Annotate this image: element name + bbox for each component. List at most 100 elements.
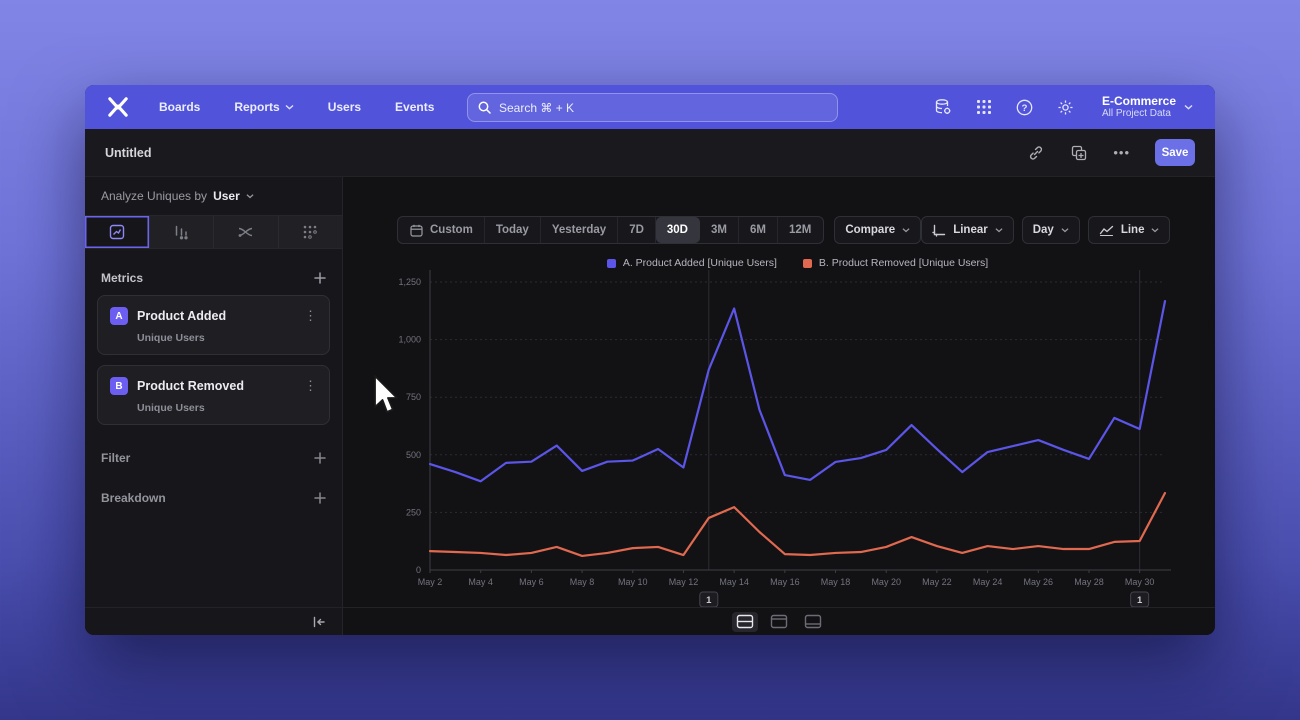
- top-panel-icon: [770, 614, 788, 629]
- chevron-down-icon: [995, 228, 1003, 233]
- compare-dropdown[interactable]: Compare: [834, 216, 922, 244]
- chart-panel: Custom Today Yesterday 7D 30D 3M 6M 12M …: [343, 177, 1215, 635]
- range-12m[interactable]: 12M: [778, 217, 822, 243]
- svg-text:1,250: 1,250: [398, 277, 421, 287]
- scale-dropdown[interactable]: Linear: [921, 216, 1014, 244]
- svg-text:May 2: May 2: [418, 577, 443, 587]
- search-input[interactable]: Search ⌘ + K: [467, 93, 838, 122]
- tab-funnels[interactable]: [150, 216, 214, 248]
- copy-link-icon[interactable]: [1027, 144, 1045, 162]
- metric-measure[interactable]: Unique Users: [137, 332, 205, 344]
- top-nav: Boards Reports Users Events Search ⌘ + K: [85, 85, 1215, 129]
- nav-item-boards[interactable]: Boards: [159, 100, 200, 114]
- range-6m[interactable]: 6M: [739, 217, 778, 243]
- range-3m[interactable]: 3M: [700, 217, 739, 243]
- layout-table-only-toggle[interactable]: [800, 612, 826, 632]
- svg-text:May 8: May 8: [570, 577, 595, 587]
- chevron-down-icon: [285, 104, 294, 110]
- nav-item-label: Users: [327, 100, 362, 114]
- more-menu-button[interactable]: •••: [1113, 145, 1130, 160]
- analyze-uniques-selector[interactable]: Analyze Uniques by User: [85, 177, 342, 215]
- range-custom[interactable]: Custom: [399, 217, 485, 243]
- add-breakdown-icon[interactable]: [314, 492, 326, 504]
- nav-item-users[interactable]: Users: [328, 100, 361, 114]
- settings-gear-icon[interactable]: [1057, 98, 1075, 116]
- layout-chart-only-toggle[interactable]: [766, 612, 792, 632]
- mixpanel-logo[interactable]: [107, 97, 129, 117]
- add-metric-icon[interactable]: [314, 272, 326, 284]
- tab-flows[interactable]: [214, 216, 279, 248]
- filter-section: Filter: [101, 451, 326, 465]
- legend-item-series-b[interactable]: B. Product Removed [Unique Users]: [802, 257, 989, 269]
- query-sidebar: Analyze Uniques by User: [85, 177, 343, 635]
- nav-item-label: Events: [395, 100, 435, 114]
- svg-text:May 26: May 26: [1024, 577, 1054, 587]
- report-title[interactable]: Untitled: [105, 145, 152, 160]
- search-icon: [478, 101, 491, 114]
- bottom-panel-icon: [804, 614, 822, 629]
- duplicate-icon[interactable]: [1070, 144, 1088, 162]
- compare-label: Compare: [845, 224, 896, 236]
- nav-item-events[interactable]: Events: [395, 100, 434, 114]
- collapse-sidebar-icon[interactable]: [312, 616, 326, 628]
- range-yesterday[interactable]: Yesterday: [541, 217, 619, 243]
- analyze-value[interactable]: User: [213, 189, 240, 203]
- range-today[interactable]: Today: [485, 217, 541, 243]
- flow-icon: [238, 227, 253, 237]
- svg-text:May 14: May 14: [719, 577, 749, 587]
- legend-label: B. Product Removed [Unique Users]: [818, 257, 989, 269]
- svg-text:May 6: May 6: [519, 577, 544, 587]
- range-7d[interactable]: 7D: [618, 217, 656, 243]
- metric-name: Product Added: [137, 309, 227, 323]
- help-icon[interactable]: ?: [1016, 98, 1034, 116]
- interval-label: Day: [1032, 224, 1054, 236]
- mouse-cursor: [374, 375, 398, 413]
- chart-toolbar: Custom Today Yesterday 7D 30D 3M 6M 12M …: [397, 216, 1171, 244]
- chart-type-tabstrip: [85, 215, 342, 249]
- tab-retention[interactable]: [279, 216, 343, 248]
- analyze-prefix-label: Analyze Uniques by: [101, 189, 208, 203]
- trend-line-icon: [1099, 225, 1114, 236]
- svg-text:May 22: May 22: [922, 577, 952, 587]
- line-chart-icon: [109, 224, 124, 240]
- save-button[interactable]: Save: [1155, 139, 1195, 166]
- scale-label: Linear: [953, 224, 988, 236]
- metric-kebab-menu[interactable]: ⋮: [304, 308, 317, 323]
- chart-type-dropdown[interactable]: Line: [1087, 216, 1171, 244]
- split-rows-icon: [736, 614, 754, 629]
- line-chart-canvas[interactable]: 0 250 500 750 1,000 1,250 May 2 May 4 May 6 May 8…: [343, 177, 1215, 635]
- chevron-down-icon: [1151, 228, 1159, 233]
- range-label: Yesterday: [551, 224, 607, 236]
- series-a-swatch: [606, 258, 616, 268]
- nav-item-reports[interactable]: Reports: [234, 100, 294, 114]
- add-filter-icon[interactable]: [314, 452, 326, 464]
- metric-card-product-removed[interactable]: B Product Removed ⋮ Unique Users: [97, 365, 330, 425]
- layout-split-rows-toggle[interactable]: [732, 611, 758, 632]
- metric-card-product-added[interactable]: A Product Added ⋮ Unique Users: [97, 295, 330, 355]
- range-label: 12M: [788, 224, 812, 236]
- series-b-swatch: [802, 258, 812, 268]
- range-label: Today: [495, 224, 529, 236]
- svg-text:1: 1: [1137, 595, 1143, 606]
- data-management-icon[interactable]: [934, 98, 952, 116]
- metric-kebab-menu[interactable]: ⋮: [304, 378, 317, 393]
- nav-right-actions: ? E-Commerce All Project Data: [934, 94, 1193, 120]
- layout-toggle-bar: [343, 607, 1215, 635]
- svg-text:May 12: May 12: [669, 577, 699, 587]
- project-name: E-Commerce: [1101, 94, 1176, 108]
- report-titlebar: Untitled ••• Save: [85, 129, 1215, 177]
- svg-text:May 24: May 24: [973, 577, 1003, 587]
- apps-grid-icon[interactable]: [975, 98, 993, 116]
- metric-name: Product Removed: [137, 379, 244, 393]
- legend-item-series-a[interactable]: A. Product Added [Unique Users]: [606, 257, 777, 269]
- range-label: 6M: [749, 224, 766, 236]
- project-switcher[interactable]: E-Commerce All Project Data: [1102, 94, 1193, 120]
- metric-measure[interactable]: Unique Users: [137, 402, 205, 414]
- tab-insights[interactable]: [85, 216, 150, 248]
- calendar-icon: [410, 224, 423, 237]
- range-label: 7D: [629, 224, 644, 236]
- range-30d-selected[interactable]: 30D: [655, 217, 700, 243]
- svg-text:May 16: May 16: [770, 577, 800, 587]
- svg-text:May 20: May 20: [871, 577, 901, 587]
- interval-dropdown[interactable]: Day: [1021, 216, 1080, 244]
